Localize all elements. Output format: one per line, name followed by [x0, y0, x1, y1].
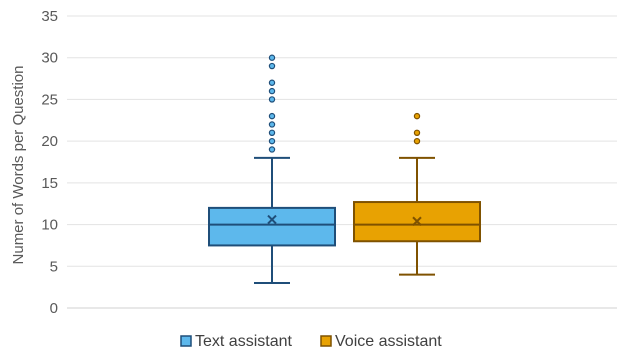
legend-swatch	[180, 335, 192, 347]
mean-marker	[267, 214, 277, 225]
outlier-point	[268, 112, 276, 120]
y-axis-title: Numer of Words per Question	[10, 66, 27, 265]
y-tick-label: 15	[41, 175, 58, 192]
y-tick-label: 30	[41, 50, 58, 67]
y-tick-label: 10	[41, 217, 58, 234]
gridlines	[67, 15, 617, 309]
box-group	[208, 54, 336, 284]
outlier-point	[268, 62, 276, 70]
outlier-point	[413, 137, 421, 145]
outlier-point	[268, 146, 276, 153]
box-iqr	[208, 206, 336, 247]
y-tick-label: 35	[41, 8, 58, 25]
legend-swatch	[320, 335, 332, 347]
outlier-point	[268, 79, 276, 86]
boxes	[208, 54, 481, 284]
outlier-point	[268, 87, 276, 95]
legend: Text assistant Voice assistant	[180, 333, 442, 350]
y-tick-label: 25	[41, 91, 58, 108]
box-group	[353, 112, 481, 276]
y-tick-label: 20	[41, 133, 58, 150]
y-tick-label: 5	[50, 258, 58, 275]
outlier-point	[268, 137, 276, 145]
outlier-point	[268, 54, 276, 61]
legend-label: Text assistant	[195, 333, 292, 350]
outlier-point	[413, 112, 421, 120]
outlier-point	[268, 129, 276, 136]
outlier-point	[268, 96, 276, 103]
outlier-point	[413, 129, 421, 136]
y-tick-labels: 0 5 10 15 20 25 30 35	[41, 8, 58, 317]
mean-marker	[412, 216, 422, 226]
legend-label: Voice assistant	[335, 333, 442, 350]
y-tick-label: 0	[50, 300, 58, 317]
outlier-point	[268, 121, 276, 128]
